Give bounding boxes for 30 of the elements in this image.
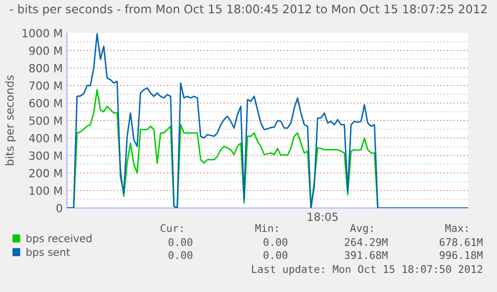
y-tick-label: 1000 M — [22, 28, 62, 38]
y-tick-label: 700 M — [29, 81, 62, 90]
y-tick-label: 0 — [56, 204, 62, 212]
y-tick-label: 400 M — [29, 134, 62, 142]
y-tick-label: 500 M — [29, 116, 62, 125]
text: 0.00 — [168, 251, 192, 260]
y-tick-label: 900 M — [29, 46, 62, 55]
text: Min: — [255, 224, 278, 232]
y-tick-label: 300 M — [29, 151, 62, 160]
chart-title: - bits per seconds - from Mon Oct 15 18:00:45 2012 to Mon Oct 15 18:07:25 2012 — [10, 4, 487, 16]
text: 0.00 — [264, 251, 288, 260]
legend-label: bps received — [26, 234, 92, 244]
text: Avg: — [350, 224, 372, 234]
text: 678.61M — [440, 238, 483, 246]
line-series — [67, 33, 468, 208]
y-axis-title: bits per seconds — [5, 75, 16, 166]
text: 0.00 — [168, 238, 192, 246]
text: 391.68M — [344, 251, 388, 260]
legend-label: bps sent — [26, 248, 70, 258]
text: 264.29M — [344, 238, 388, 246]
text: Max: — [445, 224, 468, 232]
y-tick-label: 800 M — [29, 64, 62, 72]
y-tick-label: 600 M — [29, 98, 62, 108]
text: 996.18M — [440, 251, 483, 260]
text: 18:05 — [308, 212, 338, 221]
text: Cur: — [160, 224, 182, 232]
text: 0.00 — [264, 238, 288, 246]
y-tick-label: 100 M — [30, 186, 62, 195]
y-tick-label: 200 M — [29, 168, 62, 178]
text: Last update: Mon Oct 15 18:07:50 2012 — [252, 264, 482, 276]
